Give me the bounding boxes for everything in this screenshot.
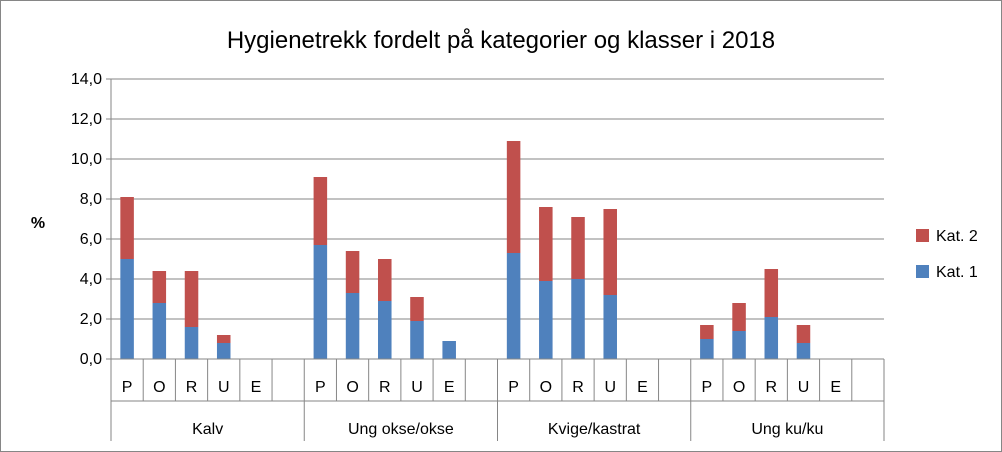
bar-kat-2 [120,197,134,259]
y-tick-label: 2,0 [80,311,102,328]
bar-kat-1 [378,301,392,359]
bar-kat-1 [603,295,617,359]
bar-kat-2 [764,269,779,317]
y-tick-label: 0,0 [80,351,102,368]
class-label: R [379,379,391,396]
group-label: Kvige/kastrat [548,421,641,438]
bar-kat-1 [345,293,360,359]
class-label: P [508,379,519,396]
bar-kat-1 [184,327,199,359]
chart-title: Hygienetrekk fordelt på kategorier og kl… [227,27,775,54]
class-label: E [637,379,648,396]
bar-kat-2 [152,271,167,303]
class-label: O [540,379,552,396]
class-label: O [346,379,358,396]
group-label: Kalv [192,421,223,438]
bar-kat-1 [152,303,167,359]
bar-kat-1 [732,331,746,359]
bar-kat-1 [700,339,714,359]
bar-kat-1 [571,279,585,359]
y-tick-label: 10,0 [71,151,102,168]
class-label: U [604,379,616,396]
bar-kat-2 [313,177,328,245]
bar-kat-2 [378,259,392,301]
class-label: U [798,379,810,396]
class-label: R [765,379,777,396]
legend-swatch [916,265,929,278]
bar-kat-1 [796,343,811,359]
y-axis-label: % [31,215,45,232]
y-tick-label: 4,0 [80,271,102,288]
bar-kat-2 [345,251,360,293]
class-label: O [153,379,165,396]
bar-layer [120,141,811,359]
class-label: U [218,379,230,396]
y-tick-label: 6,0 [80,231,102,248]
bar-kat-2 [700,325,714,339]
y-tick-label: 12,0 [71,111,102,128]
bar-kat-2 [216,335,231,343]
legend-label: Kat. 1 [936,264,978,281]
bar-kat-2 [732,303,746,331]
class-label: E [830,379,841,396]
axis-layer: 0,0 2,0 4,0 6,0 8,0 10,0 12,0 14,0 P O R U E Kalv P O R U… [71,71,885,441]
class-label: P [315,379,326,396]
bar-kat-1 [764,317,779,359]
bar-kat-1 [506,253,521,359]
class-label: P [702,379,713,396]
bar-kat-1 [410,321,424,359]
bar-kat-2 [506,141,521,253]
bar-kat-2 [603,209,617,295]
legend: Kat. 2 Kat. 1 [916,228,978,281]
y-tick-label: 8,0 [80,191,102,208]
bar-kat-2 [539,207,553,281]
class-label: U [411,379,423,396]
legend-swatch [916,229,929,242]
bar-kat-1 [539,281,553,359]
class-label: E [251,379,262,396]
bar-kat-2 [410,297,424,321]
class-label: R [186,379,198,396]
class-label: O [733,379,745,396]
bar-kat-1 [442,341,456,359]
legend-label: Kat. 2 [936,228,978,245]
grid-lines [111,78,884,320]
y-tick-label: 14,0 [71,71,102,88]
class-label: R [572,379,584,396]
group-label: Ung ku/ku [751,421,823,438]
class-label: P [122,379,133,396]
bar-kat-1 [120,259,134,359]
class-label: E [444,379,455,396]
bar-kat-2 [184,271,199,327]
bar-kat-2 [796,325,811,343]
group-label: Ung okse/okse [348,421,454,438]
bar-kat-1 [313,245,328,359]
bar-kat-2 [571,217,585,279]
bar-kat-1 [216,343,231,359]
